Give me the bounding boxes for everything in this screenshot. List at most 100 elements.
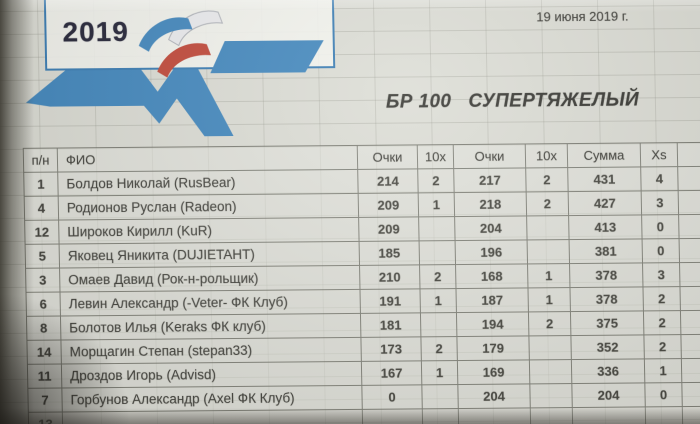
cell-xs[interactable]: 1 bbox=[644, 359, 683, 384]
cell-sum[interactable]: 336 bbox=[571, 359, 646, 385]
cell-score1[interactable]: 209 bbox=[359, 217, 420, 242]
cell-tens2[interactable]: 2 bbox=[528, 312, 572, 337]
cell-xs[interactable]: 2 bbox=[644, 335, 682, 360]
date-cell[interactable]: 19 июня 2019 г. bbox=[536, 8, 629, 25]
cell-empty[interactable] bbox=[682, 406, 700, 424]
page-title[interactable]: БР 100 СУПЕРТЯЖЕЛЫЙ bbox=[385, 89, 640, 113]
cell-name[interactable]: Горбунов Александр (Axel ФК Клуб) bbox=[62, 385, 363, 413]
cell-sum[interactable]: 378 bbox=[570, 263, 644, 289]
cell-score2[interactable]: 217 bbox=[454, 168, 527, 194]
cell-tens1[interactable] bbox=[422, 409, 460, 424]
cell-num[interactable]: 14 bbox=[27, 340, 62, 365]
cell-tens1[interactable]: 2 bbox=[420, 265, 457, 290]
cell-empty[interactable] bbox=[681, 358, 700, 384]
cell-tens1[interactable]: 1 bbox=[421, 361, 459, 386]
cell-num[interactable]: 11 bbox=[27, 364, 63, 389]
cell-sum[interactable]: 413 bbox=[569, 215, 643, 241]
cell-tens2[interactable]: 2 bbox=[526, 168, 569, 193]
cell-score1[interactable]: 185 bbox=[359, 241, 421, 266]
cell-empty[interactable] bbox=[682, 382, 700, 408]
header-cell-name[interactable]: ФИО bbox=[57, 145, 359, 173]
cell-tens1[interactable]: 2 bbox=[421, 337, 458, 362]
cell-score1[interactable]: 0 bbox=[362, 385, 423, 410]
cell-empty[interactable] bbox=[681, 334, 700, 360]
cell-score2[interactable]: 204 bbox=[455, 216, 528, 242]
cell-score2[interactable]: 196 bbox=[455, 240, 529, 266]
cell-sum[interactable] bbox=[572, 407, 647, 424]
cell-name[interactable] bbox=[62, 409, 364, 424]
cell-name[interactable]: Левин Александр (-Veter- ФК Клуб) bbox=[60, 289, 361, 317]
cell-empty[interactable] bbox=[680, 286, 700, 312]
cell-num[interactable]: 7 bbox=[28, 388, 63, 413]
cell-score2[interactable]: 194 bbox=[456, 312, 530, 338]
cell-sum[interactable]: 378 bbox=[570, 287, 644, 313]
cell-score2[interactable]: 218 bbox=[454, 192, 528, 218]
cell-score1[interactable]: 214 bbox=[358, 169, 419, 194]
cell-empty[interactable] bbox=[679, 214, 700, 240]
cell-xs[interactable]: 2 bbox=[643, 311, 682, 336]
cell-sum[interactable]: 352 bbox=[571, 335, 645, 361]
cell-score1[interactable]: 181 bbox=[360, 313, 422, 338]
cell-tens1[interactable] bbox=[422, 385, 459, 410]
cell-tens2[interactable] bbox=[529, 360, 573, 385]
cell-tens2[interactable] bbox=[530, 408, 574, 424]
cell-empty[interactable] bbox=[678, 190, 700, 216]
cell-sum[interactable]: 204 bbox=[572, 383, 646, 409]
cell-score1[interactable]: 210 bbox=[360, 265, 421, 290]
cell-sum[interactable]: 427 bbox=[568, 191, 643, 217]
cell-score2[interactable]: 179 bbox=[457, 336, 530, 362]
cell-score1[interactable]: 167 bbox=[361, 361, 423, 386]
header-cell-tens1[interactable]: 10х bbox=[417, 145, 455, 170]
cell-xs[interactable]: 3 bbox=[643, 263, 681, 288]
cell-score2[interactable]: 187 bbox=[456, 288, 529, 314]
cell-score2[interactable]: 169 bbox=[457, 360, 531, 386]
cell-tens2[interactable] bbox=[529, 336, 572, 361]
cell-tens1[interactable]: 1 bbox=[418, 193, 456, 218]
cell-num[interactable]: 1 bbox=[24, 172, 59, 197]
cell-tens2[interactable] bbox=[530, 384, 573, 409]
cell-empty[interactable] bbox=[679, 238, 700, 264]
cell-xs[interactable]: 2 bbox=[643, 287, 681, 312]
header-cell-score2[interactable]: Очки bbox=[453, 144, 527, 170]
cell-tens1[interactable] bbox=[419, 241, 457, 266]
header-cell-score1[interactable]: Очки bbox=[357, 145, 419, 170]
cell-sum[interactable]: 375 bbox=[570, 311, 645, 337]
header-cell-sum[interactable]: Сумма bbox=[567, 143, 642, 169]
cell-xs[interactable]: 3 bbox=[641, 191, 680, 216]
cell-tens1[interactable]: 2 bbox=[418, 169, 455, 194]
cell-name[interactable]: Морщагин Степан (stepan33) bbox=[61, 337, 362, 365]
cell-score2[interactable] bbox=[458, 408, 532, 424]
cell-score1[interactable]: 209 bbox=[358, 193, 420, 218]
cell-tens1[interactable] bbox=[419, 217, 456, 242]
cell-tens2[interactable]: 1 bbox=[528, 288, 571, 313]
cell-empty[interactable] bbox=[680, 262, 700, 288]
header-cell-tens2[interactable]: 10х bbox=[525, 144, 569, 169]
cell-tens2[interactable]: 1 bbox=[528, 264, 571, 289]
cell-xs[interactable]: 4 bbox=[641, 167, 679, 192]
cell-num[interactable]: 13 bbox=[28, 412, 64, 424]
cell-num[interactable]: 12 bbox=[25, 220, 60, 245]
cell-name[interactable]: Широков Кирилл (KuR) bbox=[59, 217, 360, 245]
cell-xs[interactable] bbox=[645, 407, 684, 424]
cell-num[interactable]: 8 bbox=[26, 316, 62, 341]
cell-num[interactable]: 3 bbox=[26, 268, 61, 293]
cell-score2[interactable]: 204 bbox=[458, 384, 531, 410]
cell-num[interactable]: 6 bbox=[26, 292, 61, 317]
cell-empty[interactable] bbox=[678, 166, 700, 192]
cell-score1[interactable]: 191 bbox=[360, 289, 421, 314]
cell-tens2[interactable] bbox=[527, 216, 570, 241]
cell-num[interactable]: 4 bbox=[24, 196, 60, 221]
cell-name[interactable]: Болдов Николай (RusBear) bbox=[58, 169, 359, 197]
cell-sum[interactable]: 381 bbox=[569, 239, 644, 265]
cell-score1[interactable] bbox=[362, 409, 424, 424]
cell-tens2[interactable]: 2 bbox=[526, 192, 570, 217]
cell-name[interactable]: Дроздов Игорь (Advisd) bbox=[61, 361, 363, 389]
cell-empty[interactable] bbox=[680, 310, 700, 336]
header-cell-xs[interactable]: Xs bbox=[640, 143, 679, 168]
cell-xs[interactable]: 0 bbox=[642, 215, 680, 240]
cell-score2[interactable]: 168 bbox=[456, 264, 529, 290]
cell-tens1[interactable]: 1 bbox=[420, 289, 457, 314]
header-cell-num[interactable]: п/н bbox=[23, 148, 59, 173]
cell-name[interactable]: Омаев Давид (Рок-н-рольщик) bbox=[60, 265, 361, 293]
cell-tens2[interactable] bbox=[527, 240, 571, 265]
